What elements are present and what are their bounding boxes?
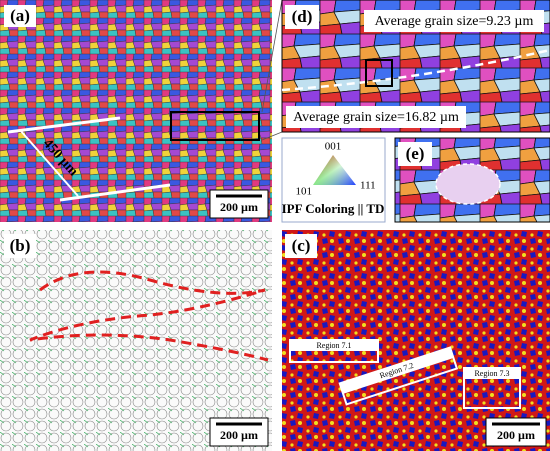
scale-label: 200 µm: [220, 200, 258, 214]
corner-label: 111: [360, 180, 376, 192]
scale-label: 200 µm: [220, 428, 258, 442]
label-box: [285, 5, 319, 29]
label-box: [285, 234, 317, 258]
legend-caption: IPF Coloring || TD: [282, 201, 385, 216]
boundary: [29, 270, 269, 362]
panel-label: (c): [292, 236, 311, 255]
panel-e: (e): [394, 137, 550, 223]
panel-label: (b): [10, 236, 31, 255]
measure-arrow: [19, 129, 79, 197]
panel-label: (e): [406, 144, 425, 163]
zoom-line: [261, 131, 283, 141]
annotation-box: [286, 106, 466, 128]
region-label-box: [339, 347, 454, 394]
panel-label: (d): [292, 7, 313, 26]
annotation: Average grain size=16.82 µm: [293, 110, 459, 125]
grain: [435, 163, 501, 205]
label-box: [398, 142, 432, 166]
annotation-box: [364, 10, 544, 32]
label-box: [4, 5, 36, 27]
panel-d: (d) Average grain size=9.23 µm Average g…: [281, 0, 550, 133]
zoom-box: [365, 59, 393, 87]
zoom-box: [170, 111, 260, 141]
corner-label: 101: [296, 186, 313, 198]
region-label: Region 7.1: [316, 341, 351, 350]
panel-b: (b) 200 µm: [0, 230, 272, 451]
region-label-box: [464, 368, 520, 379]
corner-label: 001: [325, 141, 342, 153]
ipf-triangle-tint: [313, 155, 356, 185]
ipf-legend: 001 101 111 IPF Coloring || TD: [281, 137, 386, 223]
panel-label: (a): [10, 6, 30, 25]
scale-label: 200 µm: [497, 428, 535, 442]
label-box: [4, 234, 36, 258]
grain-map: [0, 230, 272, 451]
panel-c: (c) Region 7.1 Region 7.2 Region 7.3 200…: [282, 230, 550, 451]
boundary: [281, 48, 550, 92]
region-label-box: [290, 340, 378, 351]
region-label: Region 7.3: [474, 369, 509, 378]
measure-line: [59, 183, 171, 202]
panel-a: (a) 450 µm 200 µm: [0, 0, 283, 222]
zoom-line: [261, 0, 283, 113]
annotation: Average grain size=9.23 µm: [375, 14, 534, 29]
measure-line: [7, 116, 121, 134]
